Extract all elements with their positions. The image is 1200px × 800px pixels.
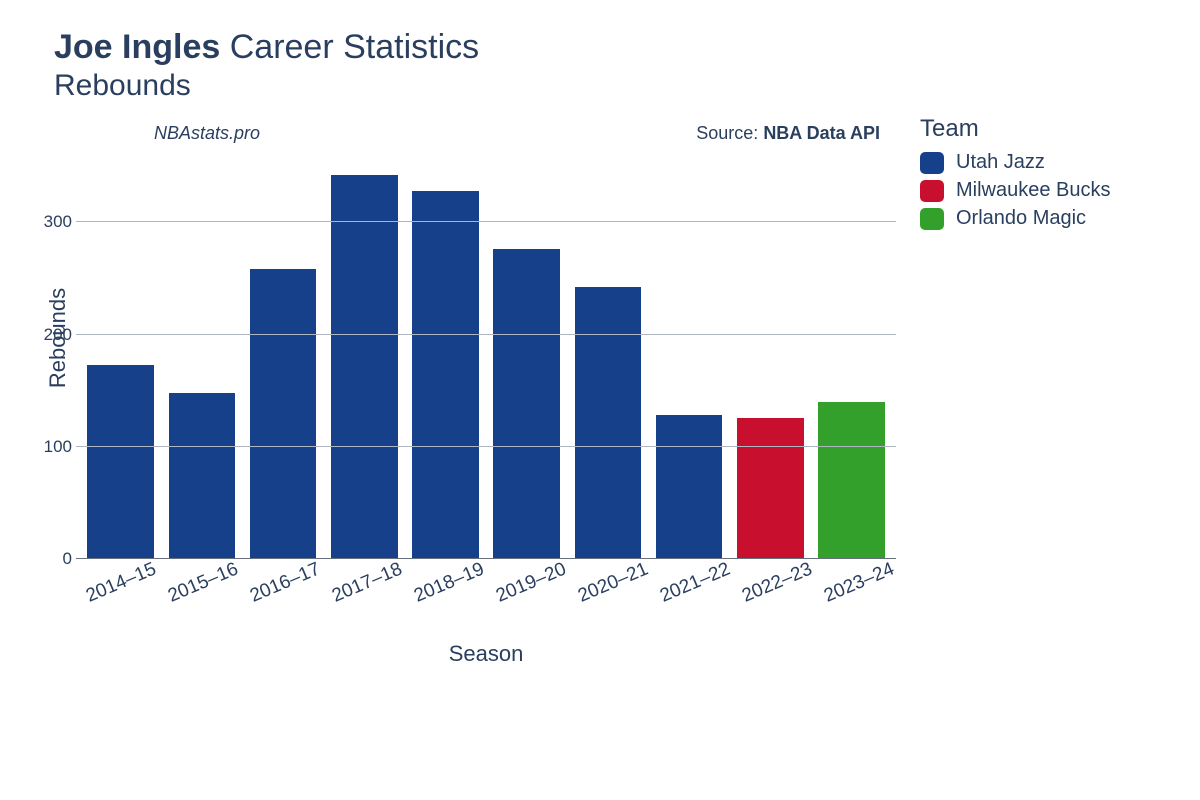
x-tick-label: 2021–22	[657, 559, 734, 608]
legend-swatch	[920, 208, 944, 230]
bar	[737, 418, 804, 559]
y-tick-label: 100	[28, 437, 72, 457]
legend-label: Milwaukee Bucks	[956, 179, 1111, 202]
chart-title: Joe Ingles Career Statistics	[54, 28, 1180, 67]
bar-slot	[648, 155, 729, 559]
bar	[493, 249, 560, 559]
bar-slot	[811, 155, 892, 559]
plot-area	[76, 155, 896, 559]
x-tick-label: 2014–15	[83, 559, 160, 608]
x-axis-title: Season	[76, 641, 896, 667]
source-prefix: Source:	[696, 123, 763, 143]
bar	[250, 269, 317, 559]
bar-slot	[730, 155, 811, 559]
bar-slot	[324, 155, 405, 559]
gridline	[76, 334, 896, 335]
chart-row: Rebounds NBAstats.pro Source: NBA Data A…	[40, 123, 1180, 667]
source-credit: Source: NBA Data API	[696, 123, 880, 144]
bar-slot	[161, 155, 242, 559]
gridline	[76, 558, 896, 559]
x-tick-label: 2020–21	[575, 559, 652, 608]
y-tick-labels: 0100200300	[28, 155, 72, 559]
bars-group	[76, 155, 896, 559]
y-tick-label: 300	[28, 212, 72, 232]
bar-slot	[80, 155, 161, 559]
bar	[169, 393, 236, 559]
bar-slot	[567, 155, 648, 559]
legend-label: Utah Jazz	[956, 151, 1045, 174]
y-tick-label: 200	[28, 325, 72, 345]
legend-item: Utah Jazz	[920, 151, 1111, 174]
x-tick-label: 2018–19	[411, 559, 488, 608]
bar	[575, 287, 642, 559]
x-tick-label: 2022–23	[739, 559, 816, 608]
bar	[331, 175, 398, 559]
legend-swatch	[920, 152, 944, 174]
title-suffix: Career Statistics	[230, 28, 479, 66]
gridline	[76, 446, 896, 447]
bar	[412, 191, 479, 559]
x-tick-label: 2019–20	[493, 559, 570, 608]
legend-title: Team	[920, 115, 1111, 143]
bar	[818, 402, 885, 559]
source-name: NBA Data API	[763, 123, 880, 143]
legend-item: Orlando Magic	[920, 207, 1111, 230]
site-credit: NBAstats.pro	[154, 123, 260, 144]
gridline	[76, 221, 896, 222]
plot-frame: 0100200300	[76, 155, 896, 559]
legend-label: Orlando Magic	[956, 207, 1086, 230]
legend: Team Utah Jazz Milwaukee Bucks Orlando Mag…	[920, 115, 1111, 235]
player-name: Joe Ingles	[54, 28, 220, 66]
legend-item: Milwaukee Bucks	[920, 179, 1111, 202]
y-tick-label: 0	[28, 549, 72, 569]
bar-slot	[242, 155, 323, 559]
chart-subtitle: Rebounds	[54, 69, 1180, 103]
x-tick-labels: 2014–152015–162016–172017–182018–192019–…	[76, 565, 896, 637]
x-tick-label: 2023–24	[821, 559, 898, 608]
annotation-row: NBAstats.pro Source: NBA Data API	[76, 123, 896, 149]
x-tick-label: 2016–17	[247, 559, 324, 608]
legend-swatch	[920, 180, 944, 202]
plot-column: NBAstats.pro Source: NBA Data API 010020…	[76, 123, 896, 667]
bar	[656, 415, 723, 559]
chart-container: Joe Ingles Career Statistics Rebounds Re…	[0, 0, 1200, 800]
bar	[87, 365, 154, 559]
x-tick-label: 2017–18	[329, 559, 406, 608]
bar-slot	[405, 155, 486, 559]
legend-items: Utah Jazz Milwaukee Bucks Orlando Magic	[920, 151, 1111, 230]
title-block: Joe Ingles Career Statistics Rebounds	[54, 28, 1180, 103]
x-tick-label: 2015–16	[165, 559, 242, 608]
bar-slot	[486, 155, 567, 559]
